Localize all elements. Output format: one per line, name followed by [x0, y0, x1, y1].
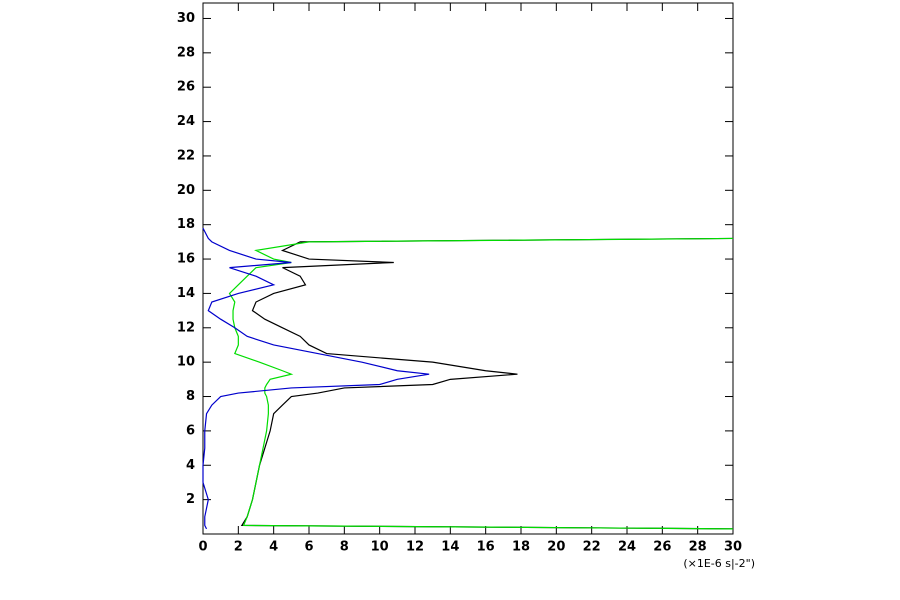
x-tick-label: 12: [406, 540, 424, 555]
y-tick-label: 20: [177, 183, 195, 198]
x-axis-label: (×1E-6 s|-2"): [683, 557, 755, 570]
x-tick-label: 14: [441, 540, 459, 555]
x-tick-label: 22: [583, 540, 601, 555]
profile-line: [240, 237, 734, 530]
x-tick-label: 6: [304, 540, 313, 555]
x-tick-label: 18: [512, 540, 530, 555]
x-tick-label: 26: [653, 540, 671, 555]
y-tick-label: 24: [177, 114, 195, 129]
y-tick-label: 16: [177, 252, 195, 267]
profile-line: [202, 227, 430, 530]
x-tick-label: 20: [547, 540, 565, 555]
y-tick-label: 6: [186, 423, 195, 438]
x-tick-label: 0: [198, 540, 207, 555]
y-tick-label: 28: [177, 45, 195, 60]
x-tick-label: 16: [477, 540, 495, 555]
y-tick-label: 26: [177, 80, 195, 95]
x-tick-label: 10: [371, 540, 389, 555]
x-tick-label: 2: [234, 540, 243, 555]
y-tick-label: 22: [177, 148, 195, 163]
y-tick-label: 8: [186, 389, 195, 404]
y-tick-label: 4: [186, 458, 195, 473]
y-tick-label: 12: [177, 320, 195, 335]
x-tick-label: 24: [618, 540, 636, 555]
y-tick-label: 2: [186, 492, 195, 507]
plot-frame: [202, 2, 734, 535]
x-tick-label: 28: [689, 540, 707, 555]
y-tick-label: 30: [177, 11, 195, 26]
x-tick-label: 8: [340, 540, 349, 555]
y-tick-label: 10: [177, 355, 195, 370]
x-tick-label: 30: [724, 540, 742, 555]
x-tick-label: 4: [269, 540, 278, 555]
profile-line: [228, 237, 734, 530]
y-tick-label: 18: [177, 217, 195, 232]
y-tick-label: 14: [177, 286, 195, 301]
